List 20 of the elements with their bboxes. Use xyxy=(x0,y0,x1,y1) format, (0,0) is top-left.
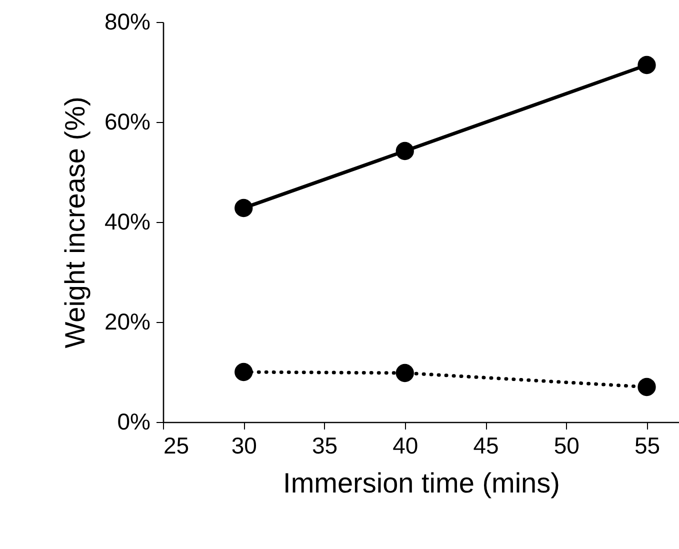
point xyxy=(234,362,253,382)
y-axis-title: Weight increase (%) xyxy=(59,96,90,348)
x-tick-label: 45 xyxy=(473,432,499,458)
y-tick-label: 20% xyxy=(104,308,150,334)
x-tick-label: 50 xyxy=(554,432,580,458)
y-tick-label: 60% xyxy=(104,108,150,134)
point xyxy=(396,364,414,382)
x-axis-title: Immersion time (mins) xyxy=(283,468,560,498)
point xyxy=(638,56,656,74)
y-tick-label: 40% xyxy=(104,208,150,234)
x-tick-label: 35 xyxy=(312,432,338,458)
y-tick-label: 80% xyxy=(104,8,150,34)
point xyxy=(234,198,253,218)
point xyxy=(638,378,656,396)
point xyxy=(396,142,414,160)
y-tick-label: 0% xyxy=(117,408,150,434)
x-tick-label: 40 xyxy=(392,432,418,458)
x-tick-label: 30 xyxy=(231,432,257,458)
x-tick-label: 25 xyxy=(164,432,190,458)
x-tick-label: 55 xyxy=(634,432,660,458)
